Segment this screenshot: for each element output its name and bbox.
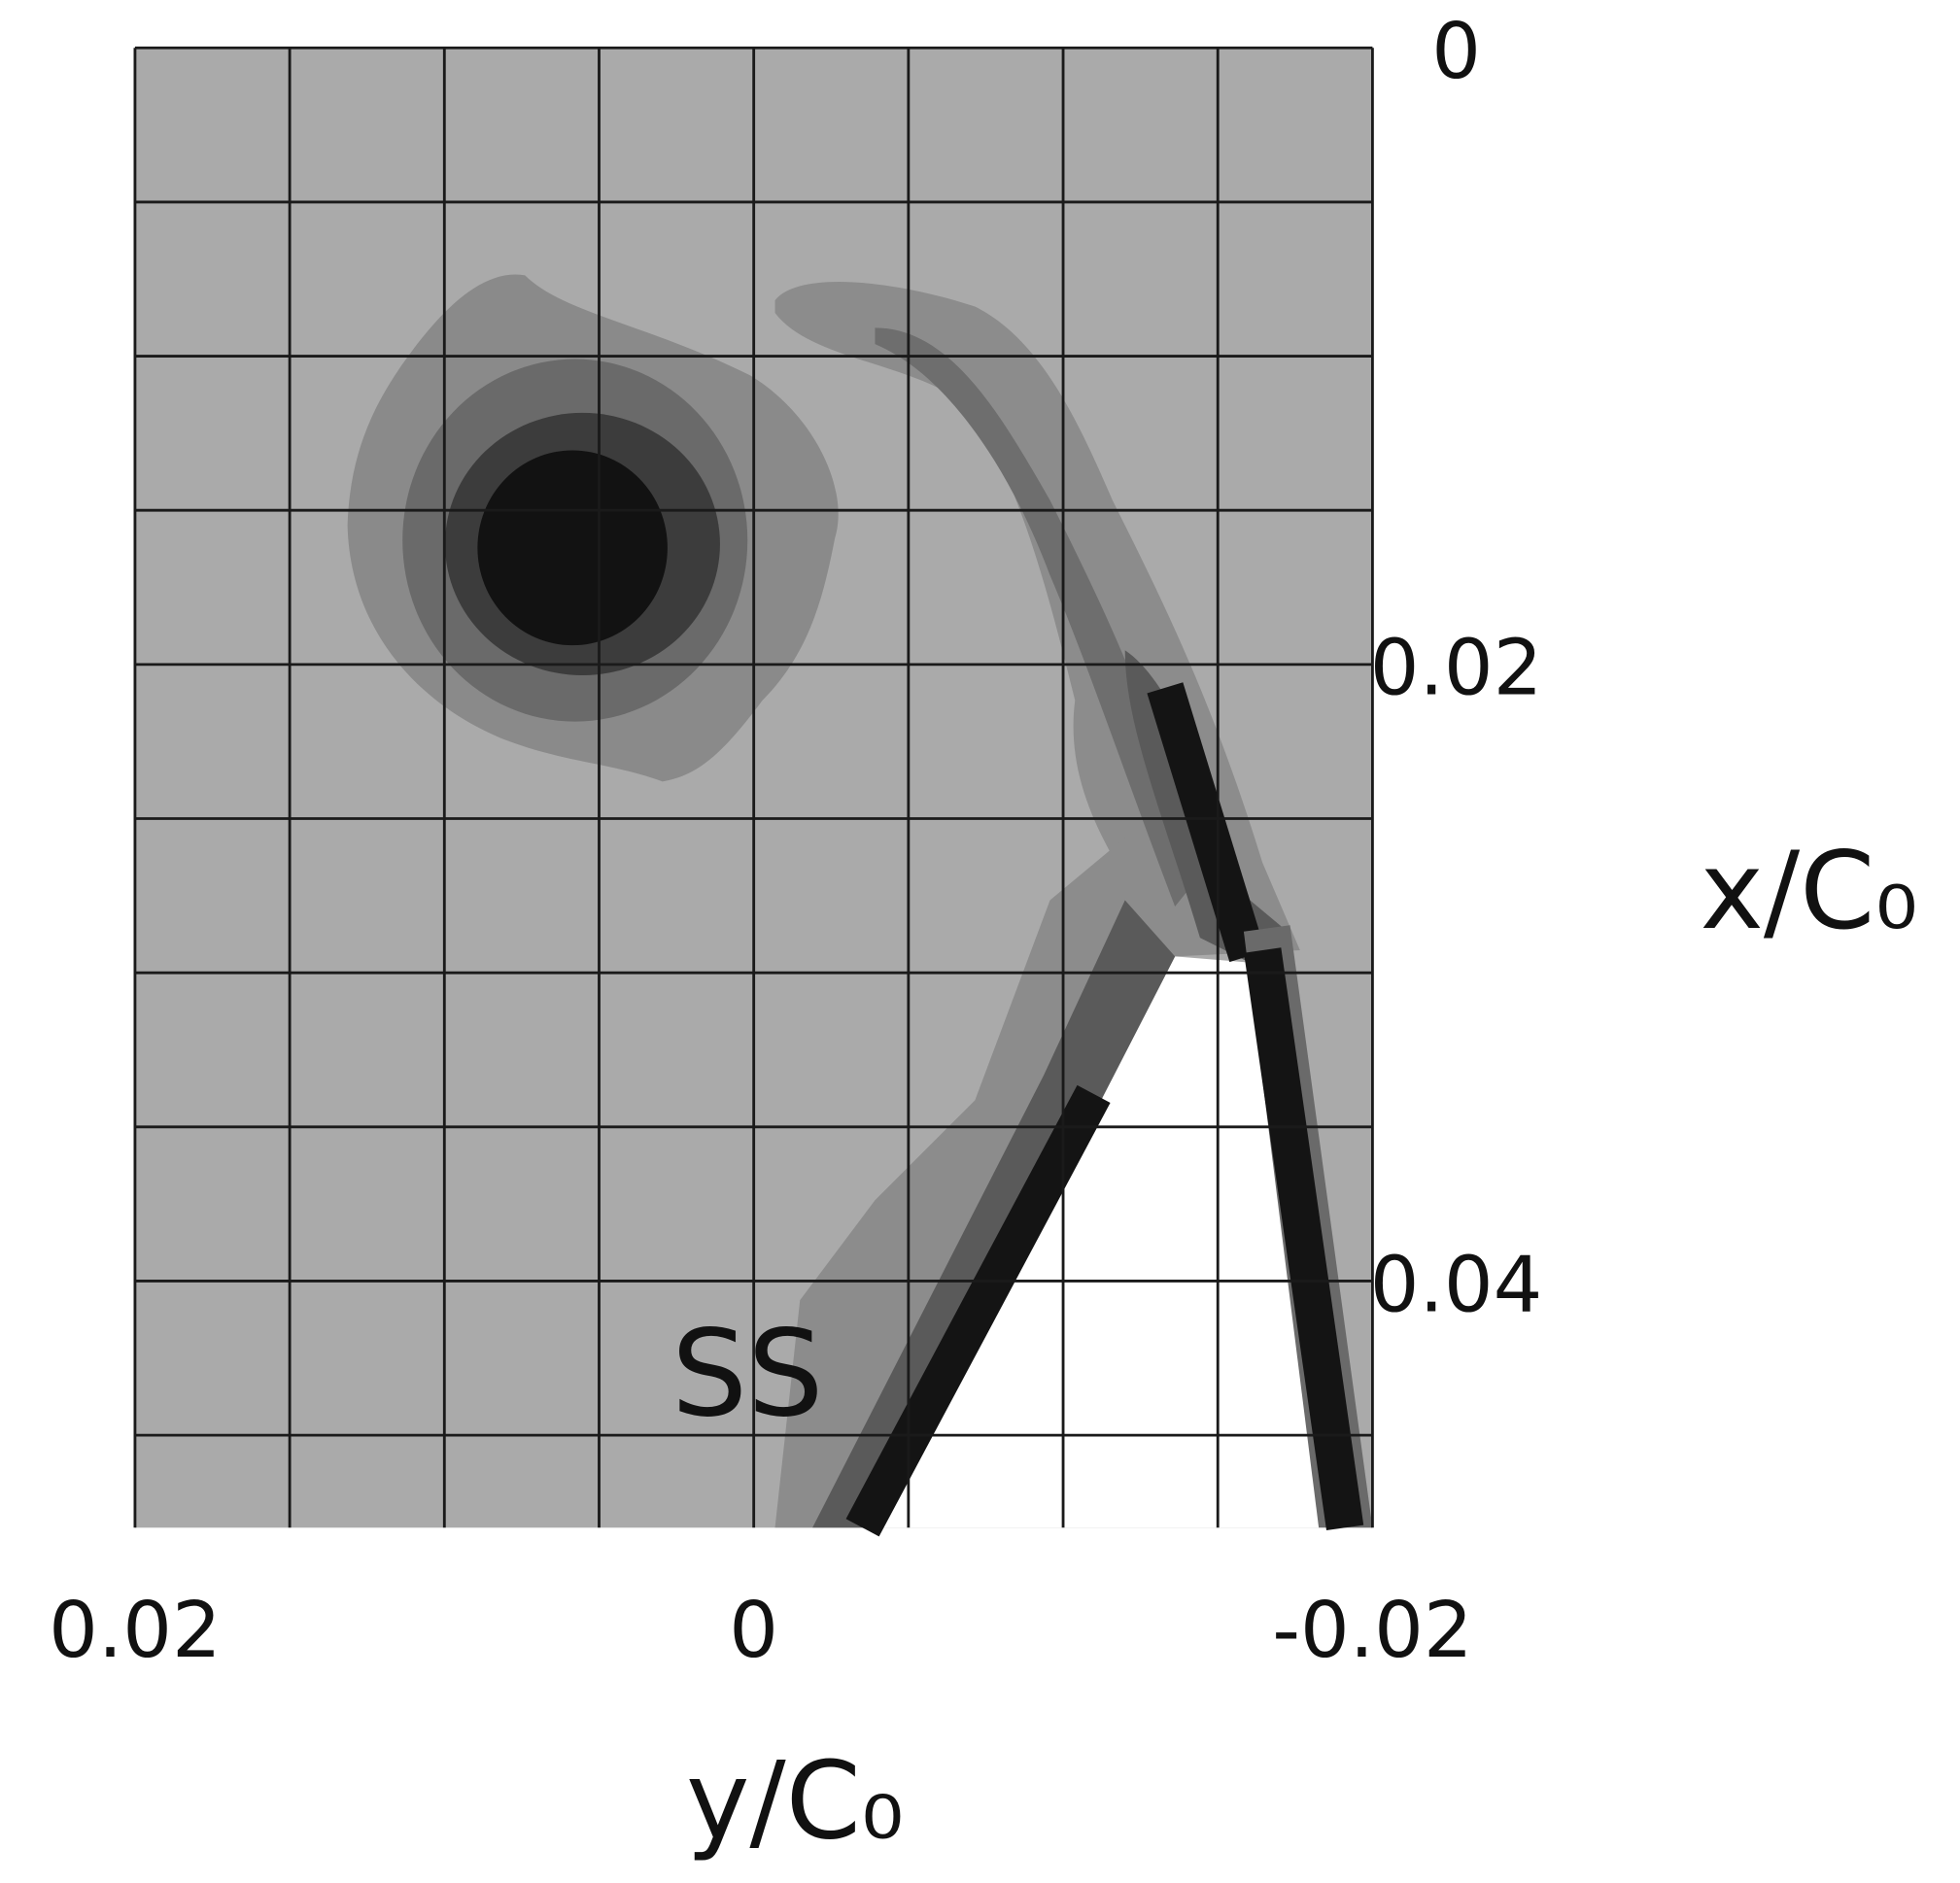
contour-level [875, 327, 1200, 907]
x-tick-label: 0.02 [49, 1585, 222, 1675]
y-tick-label: 0.04 [1370, 1239, 1543, 1329]
contour-level [812, 900, 1176, 1528]
solid-region [880, 956, 1353, 1528]
x-tick-label: 0 [729, 1585, 778, 1675]
contour-level [1244, 947, 1364, 1531]
y-tick-label: 0.02 [1370, 623, 1543, 713]
contour-level [477, 450, 668, 646]
y-axis-label: x/C₀ [1700, 829, 1917, 954]
annotation: SS [671, 1305, 824, 1445]
x-tick-label: -0.02 [1272, 1585, 1472, 1675]
labels: SS y/C₀ x/C₀ 0.02 0 -0.02 0 0.02 0.04 [49, 6, 1918, 1864]
contour-level [845, 1084, 1111, 1537]
x-axis-label: y/C₀ [686, 1738, 904, 1864]
y-tick-label: 0 [1431, 6, 1481, 96]
contour-level [1147, 682, 1266, 963]
grid [133, 46, 1374, 1528]
